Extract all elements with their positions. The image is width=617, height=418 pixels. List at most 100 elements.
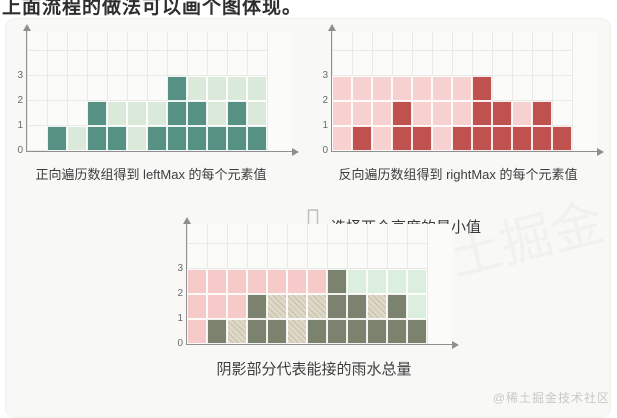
bar-cell bbox=[207, 126, 227, 151]
bar-cell bbox=[412, 126, 432, 151]
max-cell bbox=[332, 76, 352, 101]
bar-cell bbox=[387, 294, 407, 319]
y-axis-arrow-icon bbox=[182, 217, 191, 224]
rightmax-bg-cell bbox=[187, 294, 207, 319]
rightmax-bg-cell bbox=[187, 269, 207, 294]
max-cell bbox=[432, 126, 452, 151]
bar-cell bbox=[267, 319, 287, 344]
bar-cell bbox=[187, 126, 207, 151]
bar-cell bbox=[87, 101, 107, 126]
y-tick-label: 0 bbox=[322, 145, 328, 156]
water-cell bbox=[267, 294, 287, 319]
bar-cell bbox=[247, 294, 267, 319]
y-axis-arrow-icon bbox=[22, 24, 31, 31]
y-axis-arrow-icon bbox=[327, 24, 336, 31]
bar-cell bbox=[532, 101, 552, 126]
bar-cell bbox=[227, 101, 247, 126]
max-cell bbox=[247, 101, 267, 126]
grid-cell bbox=[47, 101, 67, 126]
max-cell bbox=[107, 101, 127, 126]
bar-cell bbox=[207, 319, 227, 344]
water-cell bbox=[367, 294, 387, 319]
rightmax-bg-cell bbox=[187, 319, 207, 344]
combined-chart: 0 1 2 3 bbox=[177, 217, 459, 349]
y-tick-label: 3 bbox=[177, 263, 183, 274]
max-cell bbox=[412, 76, 432, 101]
grid-cell bbox=[147, 76, 167, 101]
max-cell bbox=[372, 101, 392, 126]
max-cell bbox=[332, 126, 352, 151]
bar-cell bbox=[492, 126, 512, 151]
max-cell bbox=[352, 76, 372, 101]
rightmax-caption: 反向遍历数组得到 rightMax 的每个元素值 bbox=[338, 167, 578, 182]
bar-cell bbox=[167, 76, 187, 101]
y-tick-label: 3 bbox=[322, 70, 328, 81]
bar-cell bbox=[107, 126, 127, 151]
rightmax-bg-cell bbox=[287, 269, 307, 294]
max-cell bbox=[452, 76, 472, 101]
leftmax-chart: 0 1 2 3 bbox=[17, 24, 299, 156]
x-axis-arrow-icon bbox=[452, 340, 459, 349]
grid-cell bbox=[67, 101, 87, 126]
bar-cell bbox=[472, 76, 492, 101]
bar-cell bbox=[452, 126, 472, 151]
bar-cell bbox=[327, 319, 347, 344]
bar-cell bbox=[87, 126, 107, 151]
bar-cell bbox=[387, 319, 407, 344]
bar-cell bbox=[512, 126, 532, 151]
rightmax-bg-cell bbox=[227, 269, 247, 294]
grid-cell bbox=[87, 76, 107, 101]
max-cell bbox=[227, 76, 247, 101]
combined-plot-area: 0 1 2 3 bbox=[177, 217, 459, 349]
max-cell bbox=[372, 126, 392, 151]
water-cell bbox=[287, 294, 307, 319]
max-cell bbox=[332, 101, 352, 126]
rightmax-bg-cell bbox=[267, 269, 287, 294]
grid-cell bbox=[27, 126, 47, 151]
community-watermark: @稀土掘金技术社区 bbox=[492, 391, 610, 405]
bar-cell bbox=[392, 101, 412, 126]
max-cell bbox=[372, 76, 392, 101]
y-tick-label: 2 bbox=[322, 95, 328, 106]
x-axis-arrow-icon bbox=[597, 147, 604, 156]
bar-cell bbox=[327, 294, 347, 319]
combined-bars bbox=[187, 269, 427, 344]
water-cell bbox=[287, 319, 307, 344]
rightmax-bg-cell bbox=[247, 269, 267, 294]
bar-cell bbox=[472, 126, 492, 151]
rightmax-bg-cell bbox=[207, 269, 227, 294]
max-cell bbox=[412, 101, 432, 126]
y-tick-label: 0 bbox=[17, 145, 23, 156]
max-cell bbox=[432, 101, 452, 126]
rightmax-bars bbox=[332, 76, 572, 151]
rightmax-bg-cell bbox=[307, 269, 327, 294]
max-cell bbox=[352, 101, 372, 126]
max-cell bbox=[147, 101, 167, 126]
grid-cell bbox=[47, 76, 67, 101]
max-cell bbox=[512, 101, 532, 126]
max-cell bbox=[452, 101, 472, 126]
leftmax-bg-cell bbox=[347, 269, 367, 294]
max-cell bbox=[127, 101, 147, 126]
bar-cell bbox=[472, 101, 492, 126]
bar-cell bbox=[167, 126, 187, 151]
y-tick-label: 1 bbox=[17, 120, 23, 131]
water-cell bbox=[227, 319, 247, 344]
page-title: 上面流程的做法可以画个图体现。 bbox=[2, 0, 303, 18]
rightmax-bg-cell bbox=[207, 294, 227, 319]
bar-cell bbox=[532, 126, 552, 151]
bar-cell bbox=[552, 126, 572, 151]
bar-cell bbox=[187, 101, 207, 126]
grid-cell bbox=[512, 76, 532, 101]
bar-cell bbox=[247, 126, 267, 151]
bar-cell bbox=[327, 269, 347, 294]
leftmax-plot-area: 0 1 2 3 bbox=[17, 24, 299, 156]
grid-cell bbox=[67, 76, 87, 101]
leftmax-bg-cell bbox=[367, 269, 387, 294]
grid-cell bbox=[552, 101, 572, 126]
x-axis-arrow-icon bbox=[292, 147, 299, 156]
bar-cell bbox=[147, 126, 167, 151]
bar-cell bbox=[352, 126, 372, 151]
grid-cell bbox=[492, 76, 512, 101]
y-tick-label: 1 bbox=[322, 120, 328, 131]
